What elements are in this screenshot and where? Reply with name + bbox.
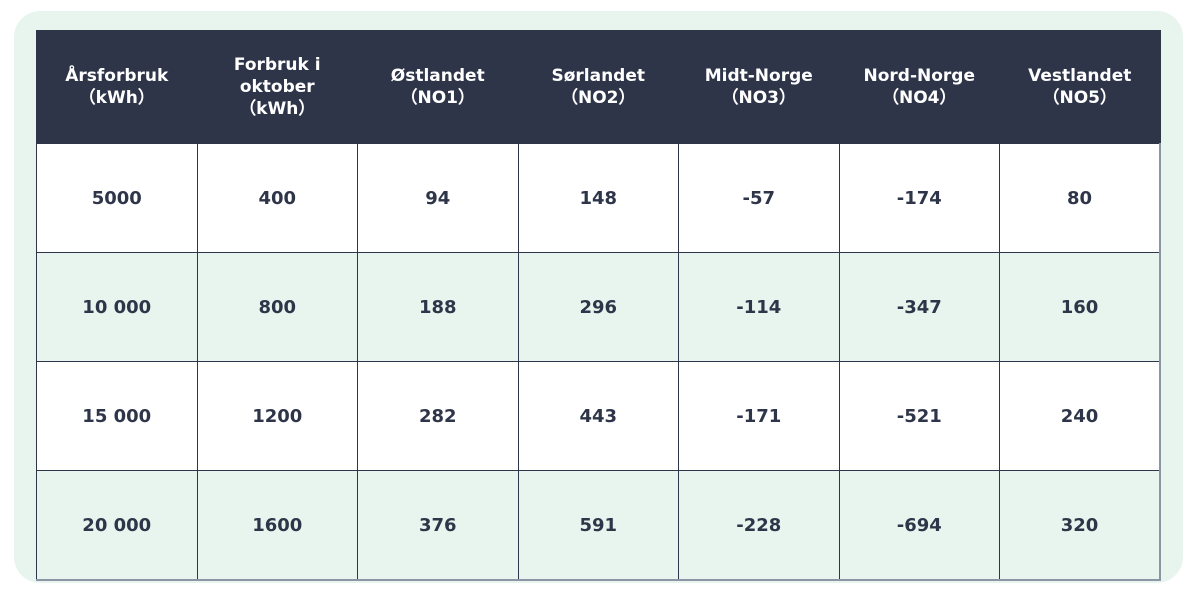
table-cell: 188 [357, 252, 519, 362]
table-row: 15 000 1200 282 443 -171 -521 240 [36, 361, 1161, 471]
header-text: （NO5） [1042, 87, 1117, 108]
table-cell: 240 [999, 361, 1161, 471]
table-cell: -228 [678, 470, 840, 581]
table-cell: 1200 [196, 361, 358, 471]
table-cell: -347 [838, 252, 1000, 362]
table-cell: 15 000 [36, 361, 198, 471]
column-header: Nord-Norge （NO4） [838, 30, 1000, 144]
table-cell: -171 [678, 361, 840, 471]
consumption-table: Årsforbruk （kWh） Forbruk i oktober （kWh） Østl… [36, 30, 1161, 581]
table-cell: 1600 [196, 470, 358, 581]
table-row: 5000 400 94 148 -57 -174 80 [36, 143, 1161, 253]
table-row: 10 000 800 188 296 -114 -347 160 [36, 252, 1161, 362]
table-cell: 400 [196, 143, 358, 253]
header-text: （kWh） [239, 98, 316, 119]
table-cell: 148 [517, 143, 679, 253]
header-text: Forbruk i [233, 54, 321, 75]
header-text: Østlandet [390, 65, 485, 86]
table-cell: -174 [838, 143, 1000, 253]
table-cell: 80 [999, 143, 1161, 253]
header-text: （NO2） [560, 87, 636, 108]
header-text: Nord-Norge [863, 65, 975, 86]
table-cell: 282 [357, 361, 519, 471]
table-cell: 10 000 [36, 252, 198, 362]
column-header: Sørlandet （NO2） [517, 30, 679, 144]
table-cell: -114 [678, 252, 840, 362]
table-cell: -57 [678, 143, 840, 253]
column-header: Vestlandet （NO5） [999, 30, 1161, 144]
column-header: Midt-Norge （NO3） [678, 30, 840, 144]
table-cell: 376 [357, 470, 519, 581]
header-text: （NO1） [400, 87, 475, 108]
header-text: oktober [239, 76, 315, 97]
column-header: Årsforbruk （kWh） [36, 30, 198, 144]
table-cell: 160 [999, 252, 1161, 362]
table-cell: 5000 [36, 143, 198, 253]
table-cell: -521 [838, 361, 1000, 471]
header-text: Midt-Norge [704, 65, 813, 86]
table-cell: -694 [838, 470, 1000, 581]
header-text: （kWh） [78, 87, 155, 108]
column-header: Forbruk i oktober （kWh） [196, 30, 358, 144]
table-cell: 20 000 [36, 470, 198, 581]
header-row: Årsforbruk （kWh） Forbruk i oktober （kWh） Østl… [36, 30, 1161, 144]
table-cell: 800 [196, 252, 358, 362]
table-cell: 296 [517, 252, 679, 362]
column-header: Østlandet （NO1） [357, 30, 519, 144]
header-text: Årsforbruk [65, 65, 169, 86]
header-text: （NO4） [881, 87, 957, 108]
header-text: Vestlandet [1028, 65, 1132, 86]
table-row: 20 000 1600 376 591 -228 -694 320 [36, 470, 1161, 581]
header-text: （NO3） [721, 87, 796, 108]
header-text: Sørlandet [551, 65, 646, 86]
table-cell: 320 [999, 470, 1161, 581]
table-cell: 591 [517, 470, 679, 581]
table-cell: 94 [357, 143, 519, 253]
table-cell: 443 [517, 361, 679, 471]
